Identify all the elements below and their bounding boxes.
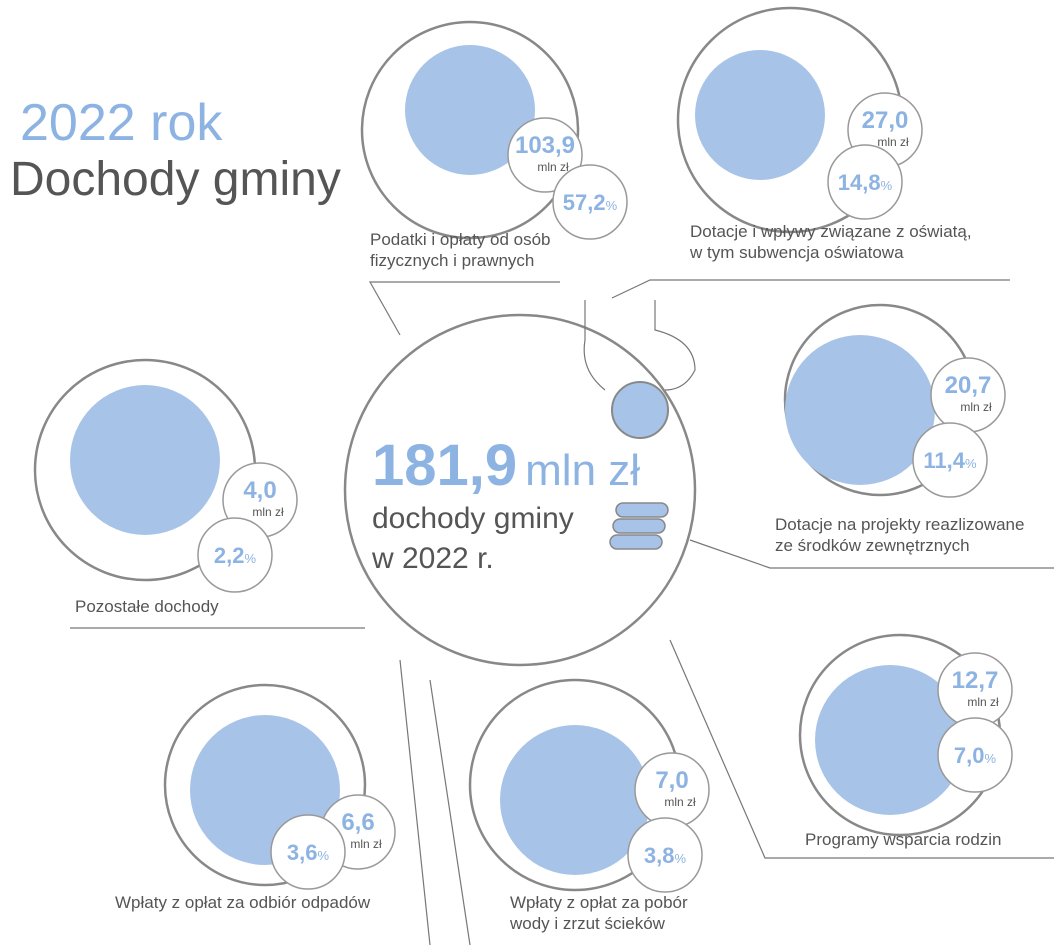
amount-unit: mln zł bbox=[252, 505, 284, 519]
share: 2,2 bbox=[214, 543, 245, 568]
item-label: Programy wsparcia rodzin bbox=[805, 830, 1002, 849]
item-label: Dotacje na projekty reazlizowane bbox=[775, 515, 1024, 534]
item-disc bbox=[695, 50, 825, 180]
item-label: ze środków zewnętrznych bbox=[775, 536, 970, 555]
amount: 12,7 bbox=[952, 667, 999, 694]
year-title: 2022 rok bbox=[20, 94, 223, 152]
center-label: w 2022 r. bbox=[371, 542, 494, 575]
amount: 103,9 bbox=[515, 132, 575, 159]
amount-unit: mln zł bbox=[664, 795, 696, 809]
share: 14,8 bbox=[838, 170, 881, 195]
leader-line bbox=[430, 680, 470, 945]
title: Dochody gminy bbox=[10, 153, 341, 206]
item-label: wody i zrzut ścieków bbox=[509, 914, 666, 933]
amount-unit: mln zł bbox=[350, 837, 382, 851]
amount: 6,6 bbox=[341, 809, 374, 836]
share-unit: % bbox=[675, 851, 687, 866]
stack-icon bbox=[610, 535, 662, 549]
amount-unit: mln zł bbox=[537, 160, 569, 174]
coin bbox=[612, 382, 668, 438]
leader-line bbox=[400, 660, 430, 945]
item-label: w tym subwencja oświatowa bbox=[689, 243, 904, 262]
item-label: Podatki i opłaty od osób bbox=[370, 230, 551, 249]
amount-unit: mln zł bbox=[967, 695, 999, 709]
item-label: Dotacje i wpływy związane z oświatą, bbox=[690, 222, 972, 241]
stack-icon bbox=[616, 503, 668, 517]
amount: 20,7 bbox=[945, 372, 992, 399]
share-unit: % bbox=[245, 551, 257, 566]
share-unit: % bbox=[985, 751, 997, 766]
stack-icon bbox=[613, 519, 665, 533]
leader-line bbox=[370, 282, 560, 335]
hand-icon bbox=[584, 300, 695, 390]
infographic: 2022 rok Dochody gminy 181,9mln złdochod… bbox=[0, 0, 1054, 949]
amount: 27,0 bbox=[862, 107, 909, 134]
share-unit: % bbox=[965, 456, 977, 471]
leader-line bbox=[612, 280, 1010, 298]
share: 7,0 bbox=[954, 743, 985, 768]
amount: 4,0 bbox=[243, 477, 276, 504]
share: 3,8 bbox=[644, 843, 675, 868]
item-label: fizycznych i prawnych bbox=[370, 251, 534, 270]
center-unit: mln zł bbox=[525, 446, 640, 495]
item-label: Wpłaty z opłat za pobór bbox=[510, 893, 688, 912]
item-disc bbox=[70, 385, 220, 535]
amount-unit: mln zł bbox=[877, 135, 909, 149]
item-label: Pozostałe dochody bbox=[75, 597, 219, 616]
share-unit: % bbox=[881, 178, 893, 193]
item-label: Wpłaty z opłat za odbiór odpadów bbox=[115, 893, 371, 912]
share: 11,4 bbox=[923, 448, 965, 473]
share-unit: % bbox=[318, 848, 330, 863]
amount-unit: mln zł bbox=[960, 400, 992, 414]
amount: 7,0 bbox=[655, 767, 688, 794]
share: 3,6 bbox=[287, 840, 318, 865]
center-value: 181,9 bbox=[372, 433, 517, 498]
center-label: dochody gminy bbox=[372, 502, 574, 535]
share: 57,2 bbox=[563, 190, 606, 215]
share-unit: % bbox=[606, 198, 618, 213]
